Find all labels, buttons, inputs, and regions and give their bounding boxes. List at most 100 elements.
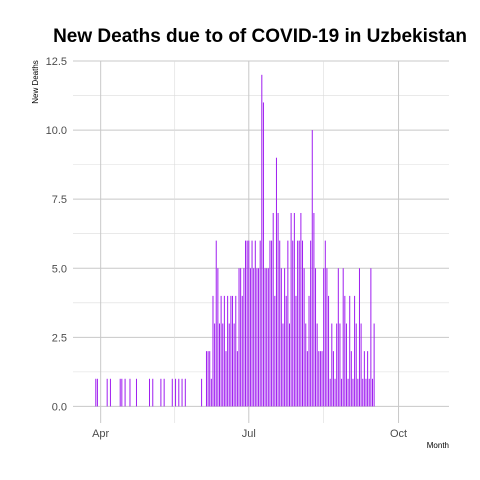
bar [212,295,214,407]
y-tick-label: 0.0 [52,401,67,413]
bar [249,268,251,407]
x-axis-label: Month [427,441,449,450]
bar [349,295,351,407]
bar [163,378,165,407]
bar [334,378,336,407]
bar [319,351,321,407]
bar [290,212,292,407]
bar [328,295,330,407]
x-tick-label: Apr [92,428,109,440]
bar [264,268,266,407]
bar [360,323,362,407]
bar [269,240,271,407]
bar [365,378,367,407]
bar [305,323,307,407]
bar [205,351,207,407]
bar [235,295,237,407]
bar [119,378,121,407]
bar [367,351,369,407]
chart-title: New Deaths due to of COVID-19 in Uzbekis… [53,26,467,47]
bar [240,268,242,407]
y-tick-label: 7.5 [52,194,67,206]
bar [175,378,177,407]
bar [217,268,219,407]
bar [232,295,234,407]
bar [300,212,302,407]
bar [315,268,317,407]
bar [363,351,365,407]
bar [227,295,229,407]
bar [178,378,180,407]
bar [326,268,328,407]
bar [106,378,108,407]
bar [222,323,224,407]
bar [181,378,183,407]
bar [373,323,375,407]
bar [124,378,126,407]
x-tick-label: Oct [390,428,407,440]
bar [266,268,268,407]
bar [152,378,154,407]
bar [253,268,255,407]
y-tick-label: 5.0 [52,263,67,275]
bar [214,323,216,407]
bar [316,323,318,407]
bar [258,268,260,407]
bar [313,212,315,407]
grid [73,60,449,423]
bar [210,378,212,407]
bar [246,240,248,407]
bar [261,74,263,407]
y-tick-label: 2.5 [52,332,67,344]
bar [256,268,258,407]
bar [371,378,374,407]
bar [238,268,240,407]
bar [245,240,247,407]
bar [251,240,253,407]
bar [243,268,245,407]
bar [129,378,131,407]
bar [148,378,151,407]
bar [241,295,243,407]
bar [207,351,209,407]
bar [347,378,349,407]
bar [284,268,286,407]
y-tick-label: 10.0 [46,125,67,137]
bar [306,351,308,407]
bar [331,323,333,407]
bar [329,378,331,407]
bar [262,102,264,407]
bar [277,212,279,407]
bar [121,378,123,407]
bar [223,295,225,407]
bar [225,351,227,407]
bar [302,240,304,407]
bar [357,378,359,407]
bar [341,378,343,407]
bar [287,240,289,407]
bar [288,323,290,407]
bar [332,351,334,407]
bar [215,240,217,407]
bar [323,268,325,407]
bar [342,268,344,407]
bar [135,378,137,407]
bar [233,323,235,407]
bar [303,268,305,407]
bar [160,378,162,407]
bar [271,240,273,407]
bar [230,295,232,407]
bar [220,295,222,407]
bar [201,378,203,407]
bar [184,378,186,407]
bar [109,378,111,407]
y-axis-label: New Deaths [31,60,40,104]
bar [337,268,339,407]
bar [292,240,294,407]
bar [274,295,276,407]
bar [298,240,300,407]
bar [248,240,250,407]
bar [272,212,274,407]
bar [96,378,98,407]
